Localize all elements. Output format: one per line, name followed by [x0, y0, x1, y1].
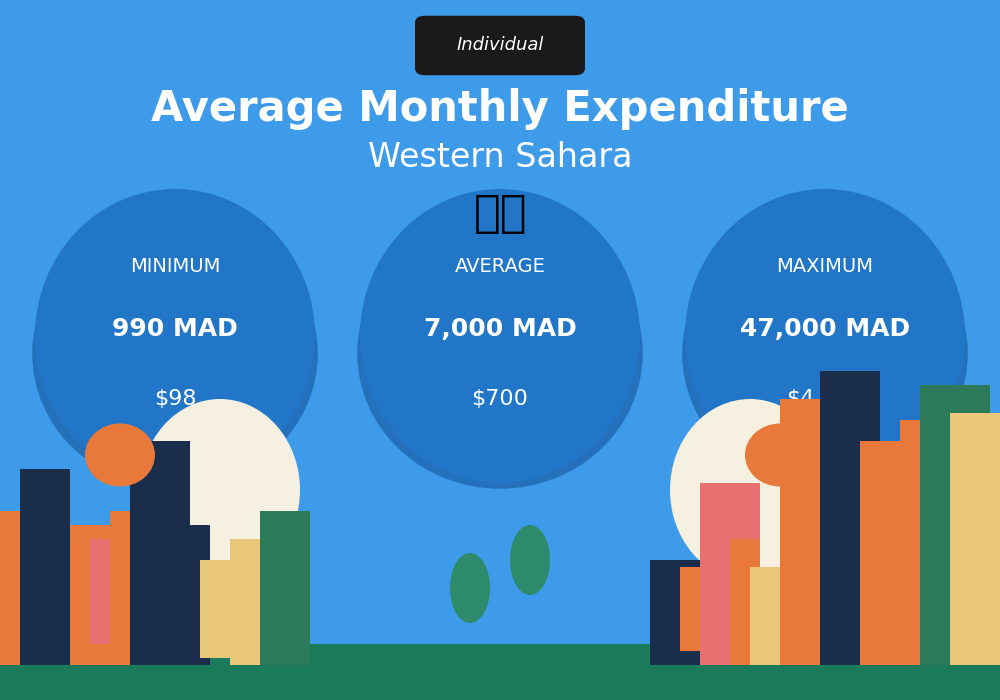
FancyBboxPatch shape — [820, 371, 880, 665]
FancyBboxPatch shape — [950, 413, 1000, 665]
Ellipse shape — [140, 399, 300, 581]
FancyBboxPatch shape — [90, 539, 140, 644]
FancyBboxPatch shape — [750, 567, 800, 665]
FancyBboxPatch shape — [110, 511, 140, 665]
Ellipse shape — [360, 189, 640, 483]
Ellipse shape — [450, 553, 490, 623]
FancyBboxPatch shape — [415, 15, 585, 76]
FancyBboxPatch shape — [900, 420, 950, 665]
Ellipse shape — [510, 525, 550, 595]
FancyBboxPatch shape — [260, 511, 300, 665]
FancyBboxPatch shape — [230, 539, 260, 665]
Text: AVERAGE: AVERAGE — [455, 256, 545, 276]
FancyBboxPatch shape — [680, 567, 720, 651]
Text: $700: $700 — [472, 389, 528, 409]
FancyBboxPatch shape — [860, 441, 930, 665]
Ellipse shape — [670, 399, 830, 581]
Ellipse shape — [85, 424, 155, 486]
Text: $4,600: $4,600 — [786, 389, 864, 409]
Ellipse shape — [32, 218, 318, 489]
Text: 47,000 MAD: 47,000 MAD — [740, 317, 910, 341]
Ellipse shape — [685, 189, 965, 483]
FancyBboxPatch shape — [650, 560, 700, 665]
Ellipse shape — [682, 218, 968, 489]
FancyBboxPatch shape — [0, 644, 1000, 700]
Text: Individual: Individual — [456, 36, 544, 55]
Text: Western Sahara: Western Sahara — [368, 141, 632, 174]
Ellipse shape — [357, 218, 643, 489]
FancyBboxPatch shape — [130, 441, 190, 665]
FancyBboxPatch shape — [20, 469, 70, 665]
Ellipse shape — [35, 189, 315, 483]
FancyBboxPatch shape — [700, 483, 760, 665]
Text: 🇯🇳: 🇯🇳 — [473, 192, 527, 235]
FancyBboxPatch shape — [730, 539, 760, 665]
Text: 7,000 MAD: 7,000 MAD — [424, 317, 576, 341]
Text: MAXIMUM: MAXIMUM — [776, 256, 874, 276]
Text: MINIMUM: MINIMUM — [130, 256, 220, 276]
FancyBboxPatch shape — [70, 525, 110, 665]
FancyBboxPatch shape — [280, 511, 310, 665]
FancyBboxPatch shape — [200, 560, 250, 658]
FancyBboxPatch shape — [170, 525, 210, 665]
Ellipse shape — [745, 424, 815, 486]
FancyBboxPatch shape — [0, 511, 70, 665]
FancyBboxPatch shape — [920, 385, 990, 665]
Text: $98: $98 — [154, 389, 196, 409]
Text: Average Monthly Expenditure: Average Monthly Expenditure — [151, 88, 849, 130]
FancyBboxPatch shape — [780, 399, 850, 665]
Text: 990 MAD: 990 MAD — [112, 317, 238, 341]
